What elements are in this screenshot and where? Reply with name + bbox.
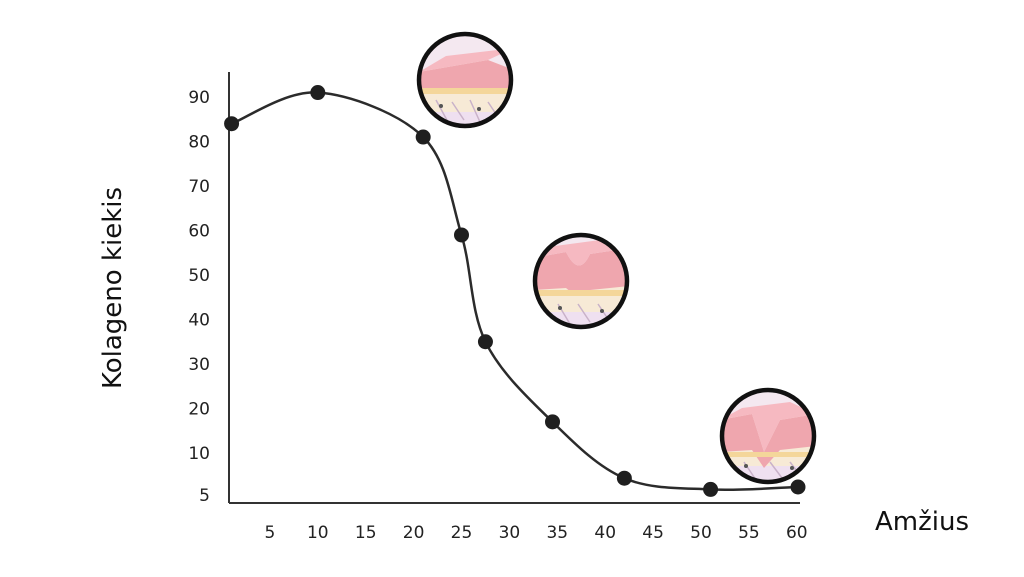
- skin-wrinkle-deep-icon: [719, 387, 817, 485]
- x-tick-label: 45: [642, 523, 664, 543]
- x-tick-label: 25: [451, 523, 473, 543]
- y-tick-label: 70: [188, 177, 210, 197]
- data-point: [703, 481, 719, 497]
- data-point: [224, 116, 240, 132]
- series-points: [224, 85, 806, 497]
- x-tick-label: 15: [355, 523, 377, 543]
- y-axis-title: Kolageno kiekis: [98, 187, 128, 389]
- y-tick-label: 60: [188, 222, 210, 242]
- data-point: [545, 414, 561, 430]
- x-tick-label: 60: [786, 523, 808, 543]
- data-point: [415, 129, 431, 145]
- x-tick-label: 5: [264, 523, 275, 543]
- x-tick-label: 35: [546, 523, 568, 543]
- x-tick-label: 40: [594, 523, 616, 543]
- data-point: [790, 479, 806, 495]
- x-tick-label: 20: [403, 523, 425, 543]
- x-tick-labels: 5 10 15 20 25 30 35 40 45 50 55 60: [264, 523, 807, 543]
- y-tick-label: 10: [188, 444, 210, 464]
- y-tick-label: 20: [188, 400, 210, 420]
- x-tick-label: 55: [738, 523, 760, 543]
- data-point: [310, 85, 326, 101]
- x-tick-label: 50: [690, 523, 712, 543]
- x-tick-label: 30: [499, 523, 521, 543]
- skin-wrinkle-shallow-icon: [532, 232, 630, 330]
- skin-healthy-icon: [416, 31, 514, 129]
- x-tick-label: 10: [307, 523, 329, 543]
- data-point: [454, 227, 469, 243]
- y-tick-label: 30: [188, 355, 210, 375]
- y-tick-label: 90: [188, 88, 210, 108]
- y-tick-label: 80: [188, 133, 210, 153]
- y-tick-label: 40: [188, 311, 210, 331]
- data-point: [616, 470, 632, 486]
- y-tick-label: 5: [199, 486, 210, 506]
- y-tick-label: 50: [188, 266, 210, 286]
- data-point: [477, 334, 493, 350]
- x-axis-title: Amžius: [875, 507, 969, 537]
- y-tick-labels: 5 10 20 30 40 50 60 70 80 90: [188, 88, 210, 506]
- series-line: [231, 91, 799, 492]
